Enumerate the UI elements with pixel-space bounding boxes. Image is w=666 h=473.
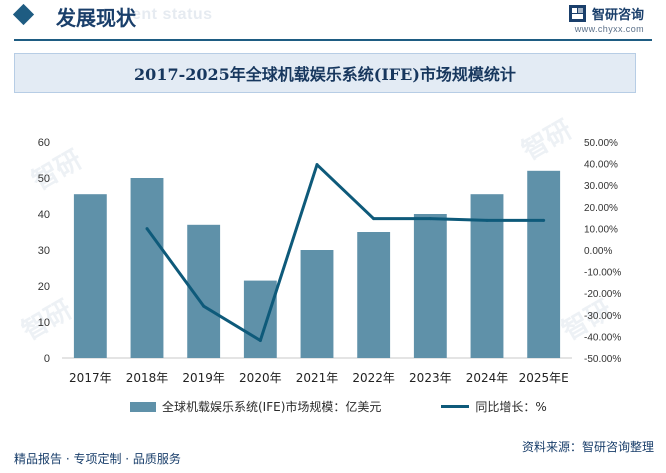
growth-point: [542, 218, 546, 222]
bar: [73, 194, 107, 358]
bar: [413, 214, 447, 358]
growth-line: [145, 163, 544, 343]
y-left-tick-label: 0: [44, 353, 50, 365]
brand-name: 智研咨询: [591, 8, 644, 23]
y-right-tick-label: 10.00%: [584, 224, 618, 235]
y-right-tick-label: 20.00%: [584, 203, 618, 214]
x-tick-label: 2025年E: [519, 371, 569, 385]
y-right-tick-label: 0.00%: [584, 246, 612, 257]
legend-line: 同比增长：%: [381, 398, 547, 415]
footer-tagline: 精品报告 · 专项定制 · 品质服务: [14, 452, 181, 466]
x-tick-label: 2023年: [409, 371, 452, 385]
growth-point: [428, 217, 432, 221]
x-tick-label: 2018年: [126, 371, 169, 385]
brand: 智研咨询 www.chyxx.com: [568, 4, 644, 34]
header-divider: [14, 39, 652, 41]
y-right-tick-label: -30.00%: [584, 311, 621, 322]
chart-title: 2017-2025年全球机载娱乐系统(IFE)市场规模统计: [134, 65, 516, 84]
header: ent status 发展现状 智研咨询 www.chyxx.com: [0, 0, 666, 40]
growth-point: [258, 339, 262, 343]
bar: [130, 178, 164, 358]
growth-point: [145, 227, 149, 231]
legend-line-label: 同比增长：%: [475, 400, 547, 414]
section-ghost-text: ent status: [132, 6, 213, 23]
chart-svg: 0 10 20 30 40 50 60 -50.00% -40.00% -30.00% -20.00…: [38, 137, 622, 385]
brand-logo-icon: [568, 5, 586, 22]
bar: [357, 232, 391, 358]
legend-bar-label: 全球机载娱乐系统(IFE)市场规模：亿美元: [162, 400, 382, 414]
growth-point: [485, 218, 489, 222]
x-tick-label: 2022年: [352, 371, 395, 385]
y-left-tick-label: 40: [38, 209, 50, 221]
footer-source: 资料来源：智研咨询整理: [521, 440, 654, 454]
x-tick-label: 2020年: [239, 371, 282, 385]
bar: [243, 280, 277, 358]
legend-bar-swatch: [130, 401, 156, 412]
brand-url: www.chyxx.com: [574, 24, 644, 34]
y-right-tick-label: -40.00%: [584, 332, 621, 343]
growth-point: [372, 217, 376, 221]
y-left-tick-label: 10: [38, 317, 50, 329]
section-title: 发展现状: [56, 6, 136, 30]
growth-point: [315, 163, 319, 167]
y-left-tick-label: 60: [38, 137, 50, 149]
x-tick-label: 2019年: [182, 371, 225, 385]
y-left-tick-label: 30: [38, 245, 50, 257]
growth-point: [202, 304, 206, 308]
legend-line-swatch: [441, 405, 470, 408]
x-tick-label: 2021年: [296, 371, 339, 385]
y-left-tick-label: 50: [38, 173, 50, 185]
legend: 全球机载娱乐系统(IFE)市场规模：亿美元 同比增长：%: [130, 398, 547, 415]
y-right-tick-label: 40.00%: [584, 160, 618, 171]
x-tick-label: 2024年: [466, 371, 509, 385]
y-right-tick-label: 50.00%: [584, 138, 618, 149]
chart-title-band: 2017-2025年全球机载娱乐系统(IFE)市场规模统计: [14, 53, 636, 93]
y-right-tick-label: -20.00%: [584, 289, 621, 300]
y-right-tick-label: -50.00%: [584, 354, 621, 365]
x-tick-label: 2017年: [69, 371, 112, 385]
bar: [300, 250, 334, 358]
y-right-tick-label: 30.00%: [584, 181, 618, 192]
y-left-tick-label: 20: [38, 281, 50, 293]
legend-bar: 全球机载娱乐系统(IFE)市场规模：亿美元: [130, 398, 381, 415]
y-right-tick-label: -10.00%: [584, 268, 621, 279]
bar: [527, 170, 561, 358]
